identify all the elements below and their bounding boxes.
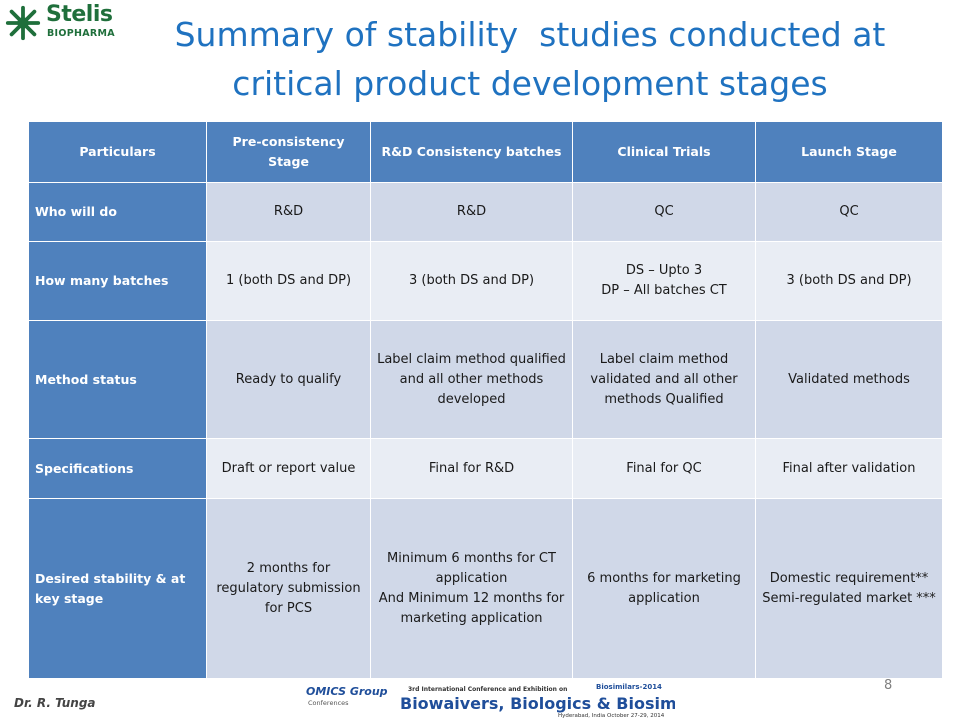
table-header-row: Particulars Pre-consistency Stage R&D Co…	[28, 121, 943, 183]
cell-text: 3 (both DS and DP)	[786, 273, 912, 288]
cell-text: 1 (both DS and DP)	[225, 273, 352, 288]
table-cell: Draft or report value	[206, 438, 371, 499]
table-row: Who will do R&D R&D QC QC	[28, 182, 943, 242]
conference-banner: OMICS Group Conferences Biosimilars-2014…	[306, 683, 675, 719]
row-label: Who will do	[28, 182, 207, 242]
banner-brand: OMICS Group	[306, 685, 388, 698]
table-cell: Label claim method qualified and all oth…	[370, 320, 573, 439]
row-label: Specifications	[28, 438, 207, 499]
table-cell: R&D	[370, 182, 573, 242]
cell-text: Final for QC	[626, 460, 702, 476]
header-rnd-consistency: R&D Consistency batches	[370, 121, 573, 183]
row-label: Method status	[28, 320, 207, 439]
banner-venue: Hyderabad, India October 27-29, 2014	[558, 713, 665, 719]
header-launch-stage: Launch Stage	[755, 121, 943, 183]
cell-text: Minimum 6 months for CT application	[387, 550, 556, 586]
cell-text: Semi-regulated market ***	[762, 590, 936, 606]
table-row: Specifications Draft or report value Final…	[28, 438, 943, 499]
cell-text: Label claim method qualified and all oth…	[377, 351, 566, 407]
table-cell: Final after validation	[755, 438, 943, 499]
stability-summary-table: Particulars Pre-consistency Stage R&D Co…	[28, 121, 943, 679]
banner-event-tag: Biosimilars-2014	[596, 683, 662, 691]
row-label: How many batches	[28, 241, 207, 321]
logo-name: Stelis	[46, 2, 113, 27]
logo-subtitle: BIOPHARMA	[47, 28, 115, 39]
slide-title: Summary of stability studies conducted a…	[130, 10, 930, 108]
cell-text: 3 (both DS and DP)	[408, 273, 535, 288]
cell-text: R&D	[273, 204, 304, 219]
author-credit: Dr. R. Tunga	[14, 696, 96, 710]
cell-text: 6 months for marketing application	[587, 570, 741, 606]
table-cell: Domestic requirement** Semi-regulated mar…	[755, 498, 943, 679]
table-cell: 3 (both DS and DP)	[370, 241, 573, 321]
cell-text: Draft or report value	[221, 460, 356, 476]
table-cell: QC	[755, 182, 943, 242]
page-number: 8	[884, 678, 893, 693]
cell-text: Label claim method validated and all oth…	[590, 351, 738, 407]
table-cell: 1 (both DS and DP)	[206, 241, 371, 321]
cell-text: QC	[839, 204, 859, 219]
table-body: Who will do R&D R&D QC QC How many batches 1 (…	[28, 182, 943, 679]
table-cell: Final for QC	[572, 438, 756, 499]
cell-text: DS – Upto 3	[625, 263, 703, 278]
cell-text: Domestic requirement**	[769, 570, 929, 586]
table-row: Method status Ready to qualify Label claim…	[28, 320, 943, 439]
header-clinical-trials: Clinical Trials	[572, 121, 756, 183]
header-particulars: Particulars	[28, 121, 207, 183]
table-cell: Ready to qualify	[206, 320, 371, 439]
table-cell: 6 months for marketing application	[572, 498, 756, 679]
table-row: Desired stability & at key stage 2 months…	[28, 498, 943, 679]
table-cell: QC	[572, 182, 756, 242]
table-cell: DS – Upto 3 DP – All batches CT	[572, 241, 756, 321]
title-line-2: critical product development stages	[232, 64, 828, 103]
table-cell: Final for R&D	[370, 438, 573, 499]
table-row: How many batches 1 (both DS and DP) 3 (bot…	[28, 241, 943, 321]
cell-text: 2 months for regulatory submission for P…	[216, 560, 361, 616]
stelis-emblem-icon	[5, 5, 41, 41]
cell-text: Final for R&D	[428, 460, 515, 476]
table-cell: Minimum 6 months for CT application And M…	[370, 498, 573, 679]
table-cell: Validated methods	[755, 320, 943, 439]
table-cell: R&D	[206, 182, 371, 242]
cell-text: R&D	[456, 204, 487, 219]
table-cell: 2 months for regulatory submission for P…	[206, 498, 371, 679]
banner-brand-sub: Conferences	[308, 699, 349, 707]
cell-text: Final after validation	[782, 460, 916, 476]
table-cell: 3 (both DS and DP)	[755, 241, 943, 321]
cell-text: DP – All batches CT	[601, 283, 727, 298]
banner-headline: Biowaivers, Biologics & Biosimilars	[400, 694, 675, 713]
header-pre-consistency: Pre-consistency Stage	[206, 121, 371, 183]
table-cell: Label claim method validated and all oth…	[572, 320, 756, 439]
cell-text: Validated methods	[788, 371, 910, 387]
row-label: Desired stability & at key stage	[28, 498, 207, 679]
cell-text: QC	[654, 204, 674, 219]
cell-text: Ready to qualify	[235, 371, 342, 387]
title-line-1: Summary of stability studies conducted a…	[174, 15, 886, 54]
stelis-logo: Stelis BIOPHARMA	[4, 2, 124, 46]
cell-text: And Minimum 12 months for marketing appl…	[378, 590, 565, 626]
banner-conference-line: 3rd International Conference and Exhibit…	[408, 686, 567, 693]
